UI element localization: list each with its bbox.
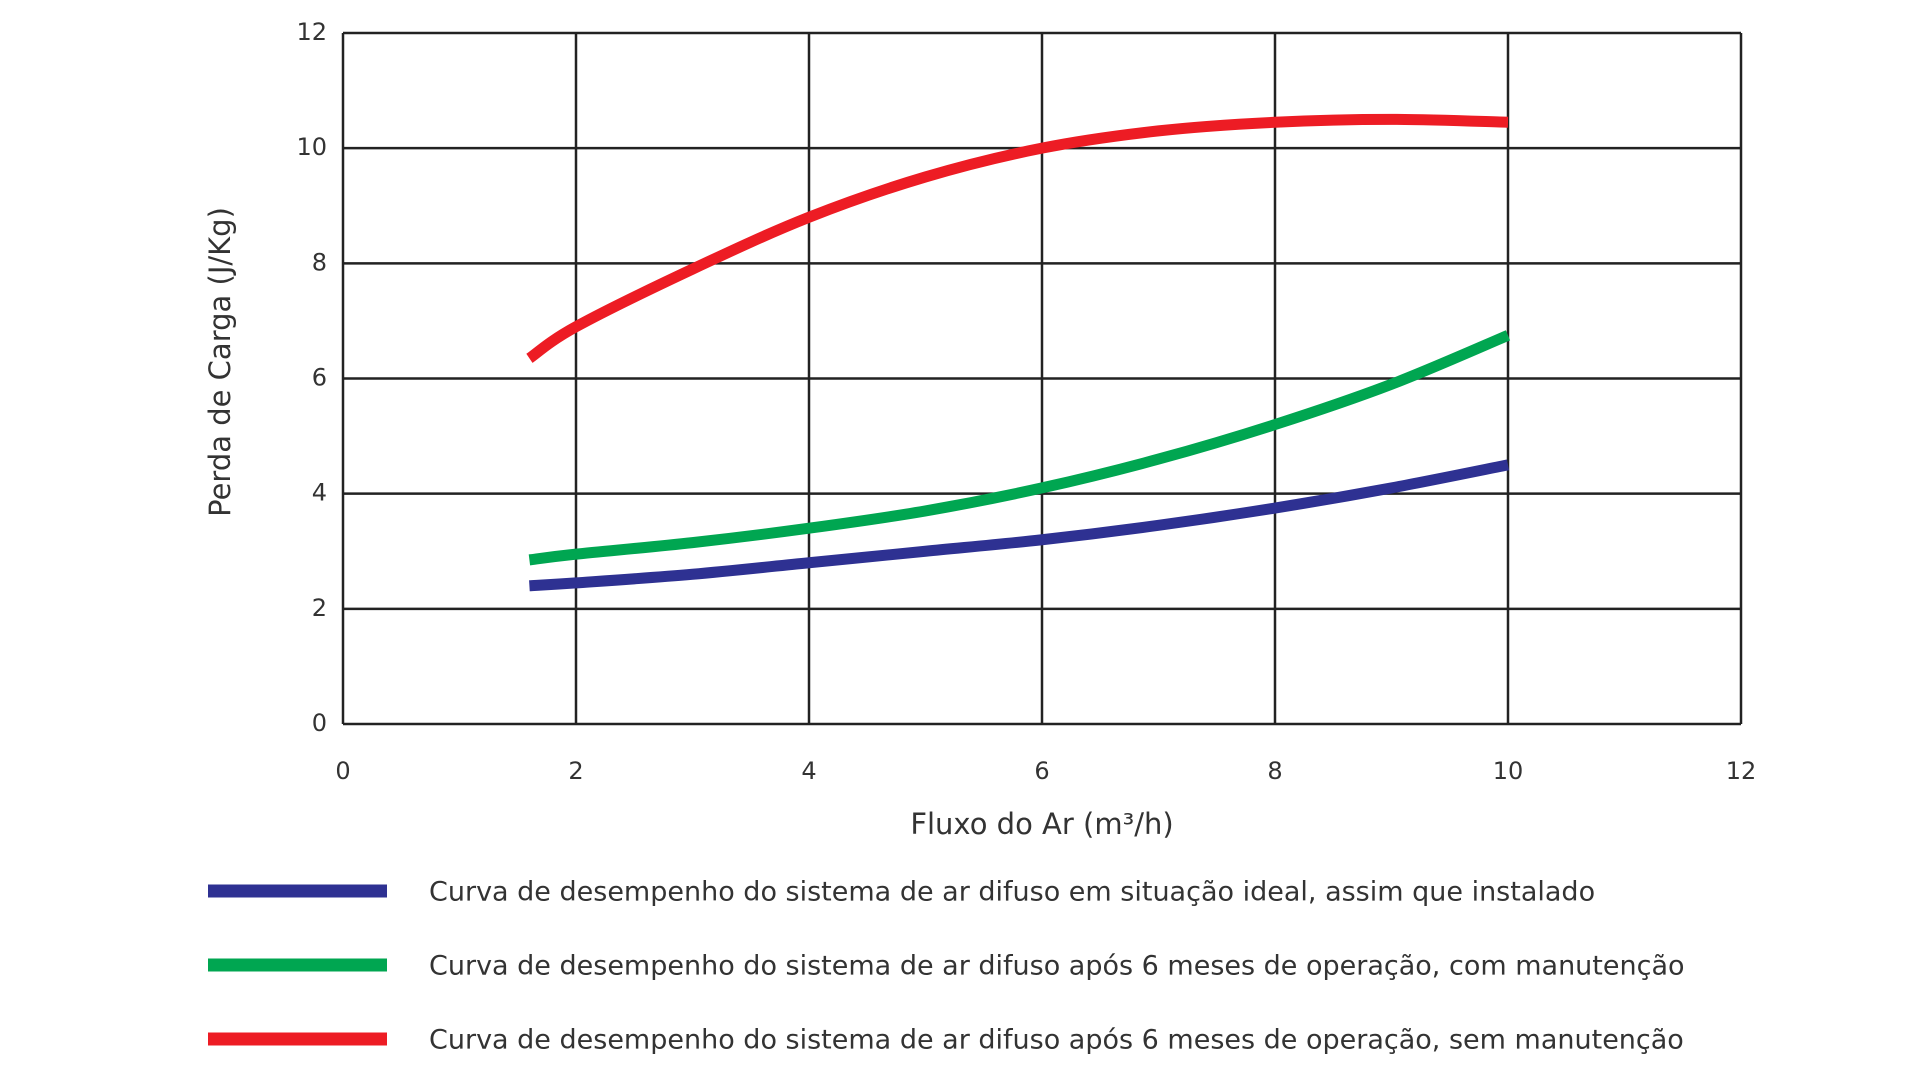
y-tick-label: 8 — [312, 248, 327, 276]
y-tick-label: 2 — [312, 594, 327, 622]
x-tick-label: 0 — [335, 757, 350, 785]
y-tick-label: 12 — [296, 18, 327, 46]
y-tick-label: 0 — [312, 709, 327, 737]
series-line — [526, 113, 1509, 363]
legend-label: Curva de desempenho do sistema de ar dif… — [429, 951, 1685, 982]
y-tick-label: 6 — [312, 364, 327, 392]
x-tick-label: 2 — [568, 757, 583, 785]
x-tick-label: 6 — [1034, 757, 1049, 785]
series-line — [529, 459, 1510, 592]
x-axis-title: Fluxo do Ar (m³/h) — [910, 807, 1173, 841]
series-line — [528, 330, 1511, 566]
legend-label: Curva de desempenho do sistema de ar dif… — [429, 1025, 1684, 1056]
y-axis-title: Perda de Carga (J/Kg) — [203, 207, 237, 517]
x-tick-label: 8 — [1267, 757, 1282, 785]
y-tick-label: 10 — [296, 133, 327, 161]
x-tick-label: 4 — [801, 757, 816, 785]
x-tick-label: 12 — [1726, 757, 1757, 785]
legend-label: Curva de desempenho do sistema de ar dif… — [429, 877, 1595, 908]
x-tick-label: 10 — [1493, 757, 1524, 785]
y-tick-label: 4 — [312, 479, 327, 507]
